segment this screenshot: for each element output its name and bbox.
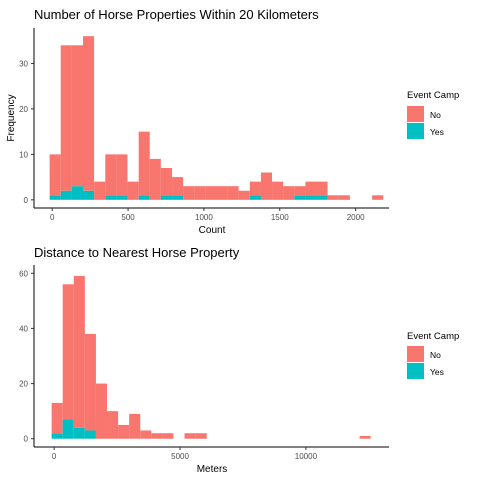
bar-no-14 [359,435,371,439]
bar-no-20 [272,181,284,200]
legend-label-yes: Yes [430,367,444,377]
bar-no-19 [260,172,273,200]
bar-no-4 [94,181,106,200]
bar-no-7 [129,413,141,439]
bar-yes-22 [294,195,306,200]
bar-no-1 [62,284,74,420]
y-tick-label: 10 [19,150,28,159]
legend-label-yes: Yes [430,127,444,137]
bar-yes-0 [51,433,63,439]
bar-yes-3 [83,190,95,200]
x-axis-label: Count [199,225,226,236]
y-tick-label: 40 [19,324,28,333]
bar-no-9 [149,158,161,200]
bar-yes-24 [316,195,328,200]
y-tick-label: 0 [24,196,29,205]
bar-yes-0 [49,195,61,200]
bar-yes-11 [172,195,184,200]
legend-swatch-no [407,346,424,362]
x-tick-label: 500 [121,213,135,222]
chart-title: Distance to Nearest Horse Property [34,245,240,260]
bar-no-29 [372,195,384,200]
bar-no-5 [105,154,117,196]
bars [49,36,384,200]
x-tick-label: 1000 [195,213,213,222]
y-tick-label: 60 [19,269,28,278]
x-tick-label: 0 [50,213,55,222]
bar-no-26 [338,195,350,200]
bar-yes-1 [62,419,74,439]
bar-yes-23 [305,195,317,200]
bar-no-0 [49,154,61,196]
legend-swatch-yes [407,363,424,379]
y-tick-label: 0 [24,435,29,444]
bar-yes-6 [116,195,128,200]
chart-title: Number of Horse Properties Within 20 Kil… [34,7,319,22]
bar-yes-8 [138,195,150,200]
bar-yes-10 [160,195,173,200]
bar-no-13 [194,186,206,200]
bar-no-3 [83,36,95,191]
bar-no-13 [195,433,207,439]
bar-no-9 [151,433,163,439]
y-axis-label: Frequency [6,94,17,141]
bar-no-17 [238,190,250,200]
panel-distance-nearest: Distance to Nearest Horse Property 0 5000… [19,245,459,475]
bar-no-18 [249,181,261,196]
bar-no-25 [327,195,339,200]
bar-no-11 [172,177,184,196]
bar-yes-2 [71,186,84,200]
bar-no-3 [84,333,96,431]
bar-no-12 [183,186,195,200]
bar-no-10 [160,168,173,196]
x-tick-label: 0 [52,452,57,461]
legend-swatch-yes [407,123,424,139]
legend-label-no: No [430,350,441,360]
bar-no-5 [107,411,119,439]
bar-no-24 [316,181,328,196]
bar-no-12 [184,433,196,439]
bars [51,276,371,439]
bar-no-2 [73,276,85,428]
bar-no-16 [227,186,239,200]
legend-swatch-no [407,106,424,122]
bar-no-14 [205,186,217,200]
bar-no-0 [51,402,63,434]
bar-no-2 [71,45,84,187]
bar-no-21 [283,186,295,200]
bar-no-1 [60,45,72,191]
x-tick-label: 1500 [271,213,289,222]
y-tick-label: 20 [19,105,28,114]
bar-yes-1 [60,190,72,200]
bar-no-6 [118,424,130,439]
bar-yes-5 [105,195,117,200]
bar-yes-3 [84,430,96,439]
y-tick-label: 30 [19,59,28,68]
legend: Event Camp No Yes [407,331,459,379]
bar-no-4 [95,383,108,439]
panel-horse-properties-count: Number of Horse Properties Within 20 Kil… [6,7,459,236]
x-tick-label: 10000 [295,452,318,461]
bar-no-7 [127,181,139,200]
legend: Event Camp No Yes [407,90,459,139]
bar-no-8 [140,430,152,439]
x-tick-label: 5000 [171,452,189,461]
bar-yes-2 [73,427,85,439]
bar-no-22 [294,186,306,196]
bar-no-8 [138,131,150,196]
bar-yes-18 [249,195,261,200]
axis-ticks: 0 5000 10000 0 20 40 60 [19,269,317,461]
legend-title: Event Camp [407,90,459,101]
axis-ticks: 0 500 1000 1500 2000 0 10 20 30 [19,59,365,222]
legend-label-no: No [430,110,441,120]
bar-no-10 [162,433,174,439]
x-tick-label: 2000 [347,213,365,222]
bar-no-6 [116,154,128,196]
legend-title: Event Camp [407,331,459,342]
x-axis-label: Meters [197,464,228,475]
y-tick-label: 20 [19,380,28,389]
bar-no-23 [305,181,317,196]
bar-no-15 [216,186,228,200]
